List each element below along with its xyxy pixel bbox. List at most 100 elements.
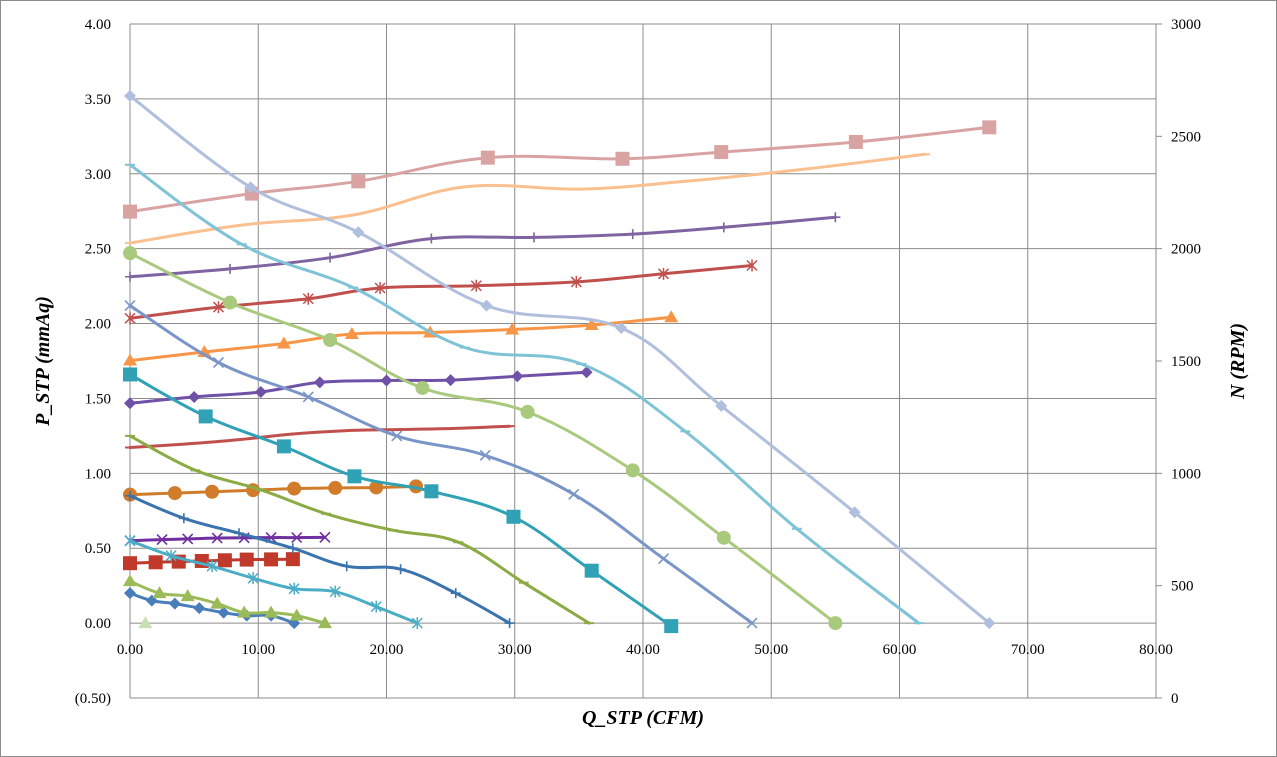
- series-group: [123, 89, 997, 634]
- pressure-series-line: [128, 251, 837, 625]
- x-tick-label: 20.00: [370, 642, 404, 658]
- data-point-star: [374, 281, 386, 294]
- y-axis-title: P_STP (mmAq): [32, 296, 54, 427]
- x-tick-label: 80.00: [1139, 642, 1173, 658]
- data-point-diamond: [217, 606, 230, 619]
- y-tick-label: 3.00: [85, 167, 111, 183]
- data-point-diamond: [124, 397, 136, 410]
- rpm-series-11: [125, 152, 931, 245]
- data-point-plus: [325, 252, 336, 263]
- y2-tick-label: 3000: [1171, 17, 1201, 33]
- data-point-diamond: [352, 226, 365, 239]
- data-point-diamond: [168, 597, 181, 610]
- data-point-circle: [328, 480, 343, 495]
- rpm-series-6: [125, 424, 515, 449]
- data-point-star: [165, 549, 177, 562]
- data-point-x: [479, 449, 491, 461]
- pressure-series-8: [123, 246, 843, 631]
- y2-tick-label: 2500: [1171, 129, 1201, 145]
- data-point-diamond: [193, 602, 206, 615]
- data-point-diamond: [254, 386, 267, 399]
- data-point-x: [746, 617, 758, 629]
- data-point-star: [570, 275, 582, 288]
- data-point-square: [506, 509, 521, 524]
- pressure-series-5: [125, 434, 595, 625]
- rpm-series-7: [124, 366, 593, 410]
- data-point-x: [211, 532, 223, 544]
- pressure-series-2: [123, 574, 332, 629]
- data-point-star: [212, 301, 225, 314]
- rpm-series-8: [123, 310, 679, 366]
- data-point-x: [182, 533, 194, 545]
- data-point-circle: [625, 463, 640, 478]
- data-point-plus: [627, 229, 638, 240]
- data-point-circle: [323, 333, 338, 348]
- data-point-circle: [520, 404, 535, 419]
- data-point-circle: [828, 616, 843, 631]
- rpm-series-line: [128, 215, 837, 279]
- data-point-circle: [415, 380, 430, 395]
- pressure-series-10: [124, 89, 996, 630]
- data-point-square: [982, 120, 997, 135]
- rpm-series-5: [123, 479, 423, 502]
- data-point-diamond: [380, 374, 393, 387]
- y2-tick-label: 0: [1171, 691, 1179, 707]
- data-point-square: [351, 174, 366, 189]
- pressure-series-6: [123, 367, 679, 634]
- data-point-diamond: [615, 322, 628, 335]
- data-point-x: [319, 531, 331, 543]
- y2-tick-label: 1000: [1171, 466, 1201, 482]
- data-point-circle: [287, 481, 302, 496]
- data-point-square: [276, 439, 291, 454]
- data-point-star: [288, 582, 300, 595]
- data-point-diamond: [983, 617, 996, 630]
- data-point-plus: [125, 490, 135, 501]
- x-tick-label: 70.00: [1011, 642, 1045, 658]
- data-point-star: [329, 585, 341, 598]
- y2-axis-title: N (RPM): [1227, 323, 1249, 400]
- data-point-diamond: [188, 390, 201, 403]
- data-point-plus: [225, 263, 236, 274]
- data-point-square: [239, 552, 254, 567]
- data-point-x: [657, 553, 670, 565]
- data-point-x: [156, 534, 168, 546]
- data-point-triangle: [584, 318, 599, 331]
- data-point-x: [568, 488, 580, 500]
- data-point-triangle: [180, 589, 195, 602]
- data-point-triangle: [123, 574, 137, 587]
- data-point-plus: [178, 513, 189, 524]
- y2-tick-label: 1500: [1171, 354, 1201, 370]
- data-point-square: [664, 619, 679, 634]
- data-point-circle: [167, 486, 182, 501]
- grid-lines: [129, 23, 1162, 699]
- pressure-series-line: [128, 539, 419, 625]
- data-point-star: [206, 560, 218, 573]
- rpm-series-3: [124, 531, 331, 547]
- data-point-star: [370, 600, 382, 613]
- data-point-square: [123, 556, 137, 571]
- data-point-square: [848, 134, 863, 149]
- data-point-diamond: [580, 366, 593, 379]
- data-point-square: [615, 151, 630, 166]
- data-point-x: [124, 300, 136, 312]
- data-point-plus: [426, 233, 437, 244]
- rpm-series-12: [123, 120, 997, 219]
- data-point-star: [470, 279, 482, 292]
- pressure-series-line: [128, 304, 754, 625]
- data-point-circle: [223, 295, 238, 310]
- y-tick-label: 0.00: [85, 616, 111, 632]
- data-point-star: [124, 534, 136, 547]
- data-point-x: [391, 430, 403, 442]
- y-tick-label: 4.00: [85, 17, 111, 33]
- data-point-square: [285, 552, 300, 567]
- x-tick-label: 40.00: [626, 642, 660, 658]
- data-point-plus: [830, 212, 841, 223]
- data-point-square: [264, 552, 279, 567]
- data-point-square: [217, 553, 232, 568]
- data-point-square: [480, 150, 495, 165]
- data-point-square: [347, 469, 362, 484]
- y-tick-label: (0.50): [75, 691, 111, 707]
- data-point-triangle: [289, 608, 304, 621]
- y-tick-label: 1.50: [85, 391, 111, 407]
